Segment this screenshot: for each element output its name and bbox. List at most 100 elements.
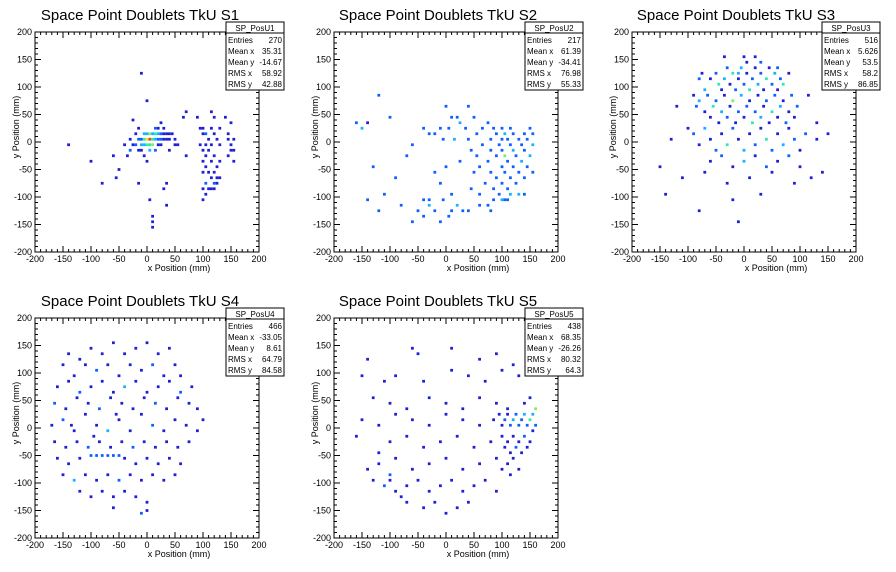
panel-title: Space Point Doublets TkU S3 — [637, 7, 835, 24]
histogram-bin — [787, 71, 791, 75]
y-tick-label: 200 — [316, 313, 331, 323]
y-tick-label: -200 — [611, 247, 629, 257]
histogram-bin — [753, 143, 757, 147]
histogram-bin — [173, 143, 177, 147]
x-tick-label: -200 — [26, 540, 44, 550]
histogram-bin — [196, 407, 199, 411]
histogram-bin — [759, 115, 763, 119]
histogram-bin — [156, 132, 160, 136]
stats-row-label: Entries — [527, 36, 552, 45]
histogram-bin — [78, 489, 82, 493]
histogram-bin — [455, 115, 459, 119]
histogram-bin — [154, 126, 157, 130]
histogram-bin — [776, 115, 779, 119]
histogram-bin — [405, 154, 409, 158]
histogram-bin — [751, 77, 754, 81]
stats-row-label: Mean x — [527, 333, 553, 342]
histogram-bin — [748, 132, 751, 136]
stats-row-value: 5.626 — [858, 47, 879, 56]
histogram-bin — [695, 104, 698, 108]
histogram-bin — [145, 99, 149, 103]
histogram-bin — [64, 407, 68, 411]
histogram-bin — [176, 143, 180, 147]
histogram-bin — [383, 484, 386, 488]
histogram-bin — [759, 71, 763, 75]
histogram-bin — [492, 418, 495, 422]
histogram-panel-5: Space Point Doublets TkU S5-200-200-150-… — [310, 293, 584, 559]
histogram-bin — [517, 467, 521, 471]
histogram-bin — [210, 143, 213, 147]
histogram-bin — [461, 209, 465, 213]
histogram-bin — [210, 126, 213, 130]
y-tick-label: 200 — [316, 27, 331, 37]
histogram-bin — [444, 165, 448, 169]
histogram-bin — [131, 407, 135, 411]
histogram-bin — [106, 429, 110, 433]
histogram-bin — [728, 82, 732, 86]
histogram-bin — [509, 143, 512, 147]
histogram-bin — [89, 454, 93, 457]
histogram-bin — [731, 126, 735, 130]
histogram-bin — [123, 352, 126, 356]
histogram-bin — [497, 412, 501, 416]
stats-box-name: SP_PosU1 — [235, 24, 275, 33]
stats-row-label: Mean y — [527, 58, 553, 67]
histogram-bin — [377, 209, 381, 213]
histogram-bin — [531, 170, 535, 174]
histogram-bin — [787, 110, 791, 114]
histogram-bin — [742, 115, 746, 119]
histogram-bin — [388, 115, 392, 119]
histogram-bin — [224, 115, 227, 119]
histogram-bin — [737, 220, 740, 224]
histogram-bin — [84, 473, 87, 477]
y-tick-label: -100 — [313, 478, 331, 488]
x-tick-label: 0 — [144, 540, 149, 550]
histogram-bin — [112, 506, 115, 510]
histogram-bin — [514, 412, 518, 416]
histogram-bin — [714, 99, 718, 103]
histogram-bin — [767, 121, 771, 125]
x-tick-label: -100 — [381, 540, 399, 550]
histogram-bin — [486, 159, 490, 163]
histogram-bin — [765, 137, 768, 141]
histogram-bin — [441, 137, 445, 141]
histogram-bin — [422, 198, 425, 202]
histogram-bin — [140, 368, 143, 372]
histogram-panel-1: Space Point Doublets TkU S1-200-200-150-… — [11, 7, 285, 273]
histogram-bin — [156, 385, 160, 389]
stats-row-label: Mean y — [228, 58, 254, 67]
histogram-bin — [134, 143, 138, 147]
stats-row-value: 64.79 — [262, 355, 283, 364]
histogram-bin — [762, 104, 765, 108]
histogram-bin — [117, 418, 121, 422]
histogram-bin — [500, 165, 504, 169]
histogram-bin — [131, 118, 135, 122]
histogram-bin — [697, 143, 701, 147]
histogram-bin — [229, 143, 233, 147]
histogram-bin — [212, 181, 216, 185]
y-tick-label: 0 — [326, 137, 331, 147]
y-tick-label: 100 — [614, 82, 629, 92]
histogram-bin — [422, 214, 425, 218]
histogram-bin — [681, 176, 684, 180]
histogram-bin — [492, 187, 495, 191]
histogram-bin — [737, 77, 740, 81]
histogram-bin — [145, 456, 149, 460]
histogram-bin — [207, 148, 210, 152]
histogram-bin — [128, 137, 132, 141]
histogram-bin — [75, 396, 79, 400]
histogram-bin — [709, 115, 712, 119]
histogram-bin — [489, 170, 493, 174]
histogram-bin — [184, 423, 188, 427]
x-axis-label: x Position (mm) — [447, 263, 510, 273]
histogram-bin — [776, 159, 779, 163]
x-tick-label: 200 — [848, 254, 863, 264]
histogram-bin — [495, 456, 498, 460]
histogram-bin — [112, 154, 115, 158]
histogram-bin — [383, 192, 386, 196]
histogram-bin — [439, 484, 442, 488]
histogram-bin — [187, 440, 191, 444]
histogram-bin — [495, 132, 498, 136]
histogram-bin — [770, 110, 774, 114]
histogram-bin — [210, 110, 213, 114]
